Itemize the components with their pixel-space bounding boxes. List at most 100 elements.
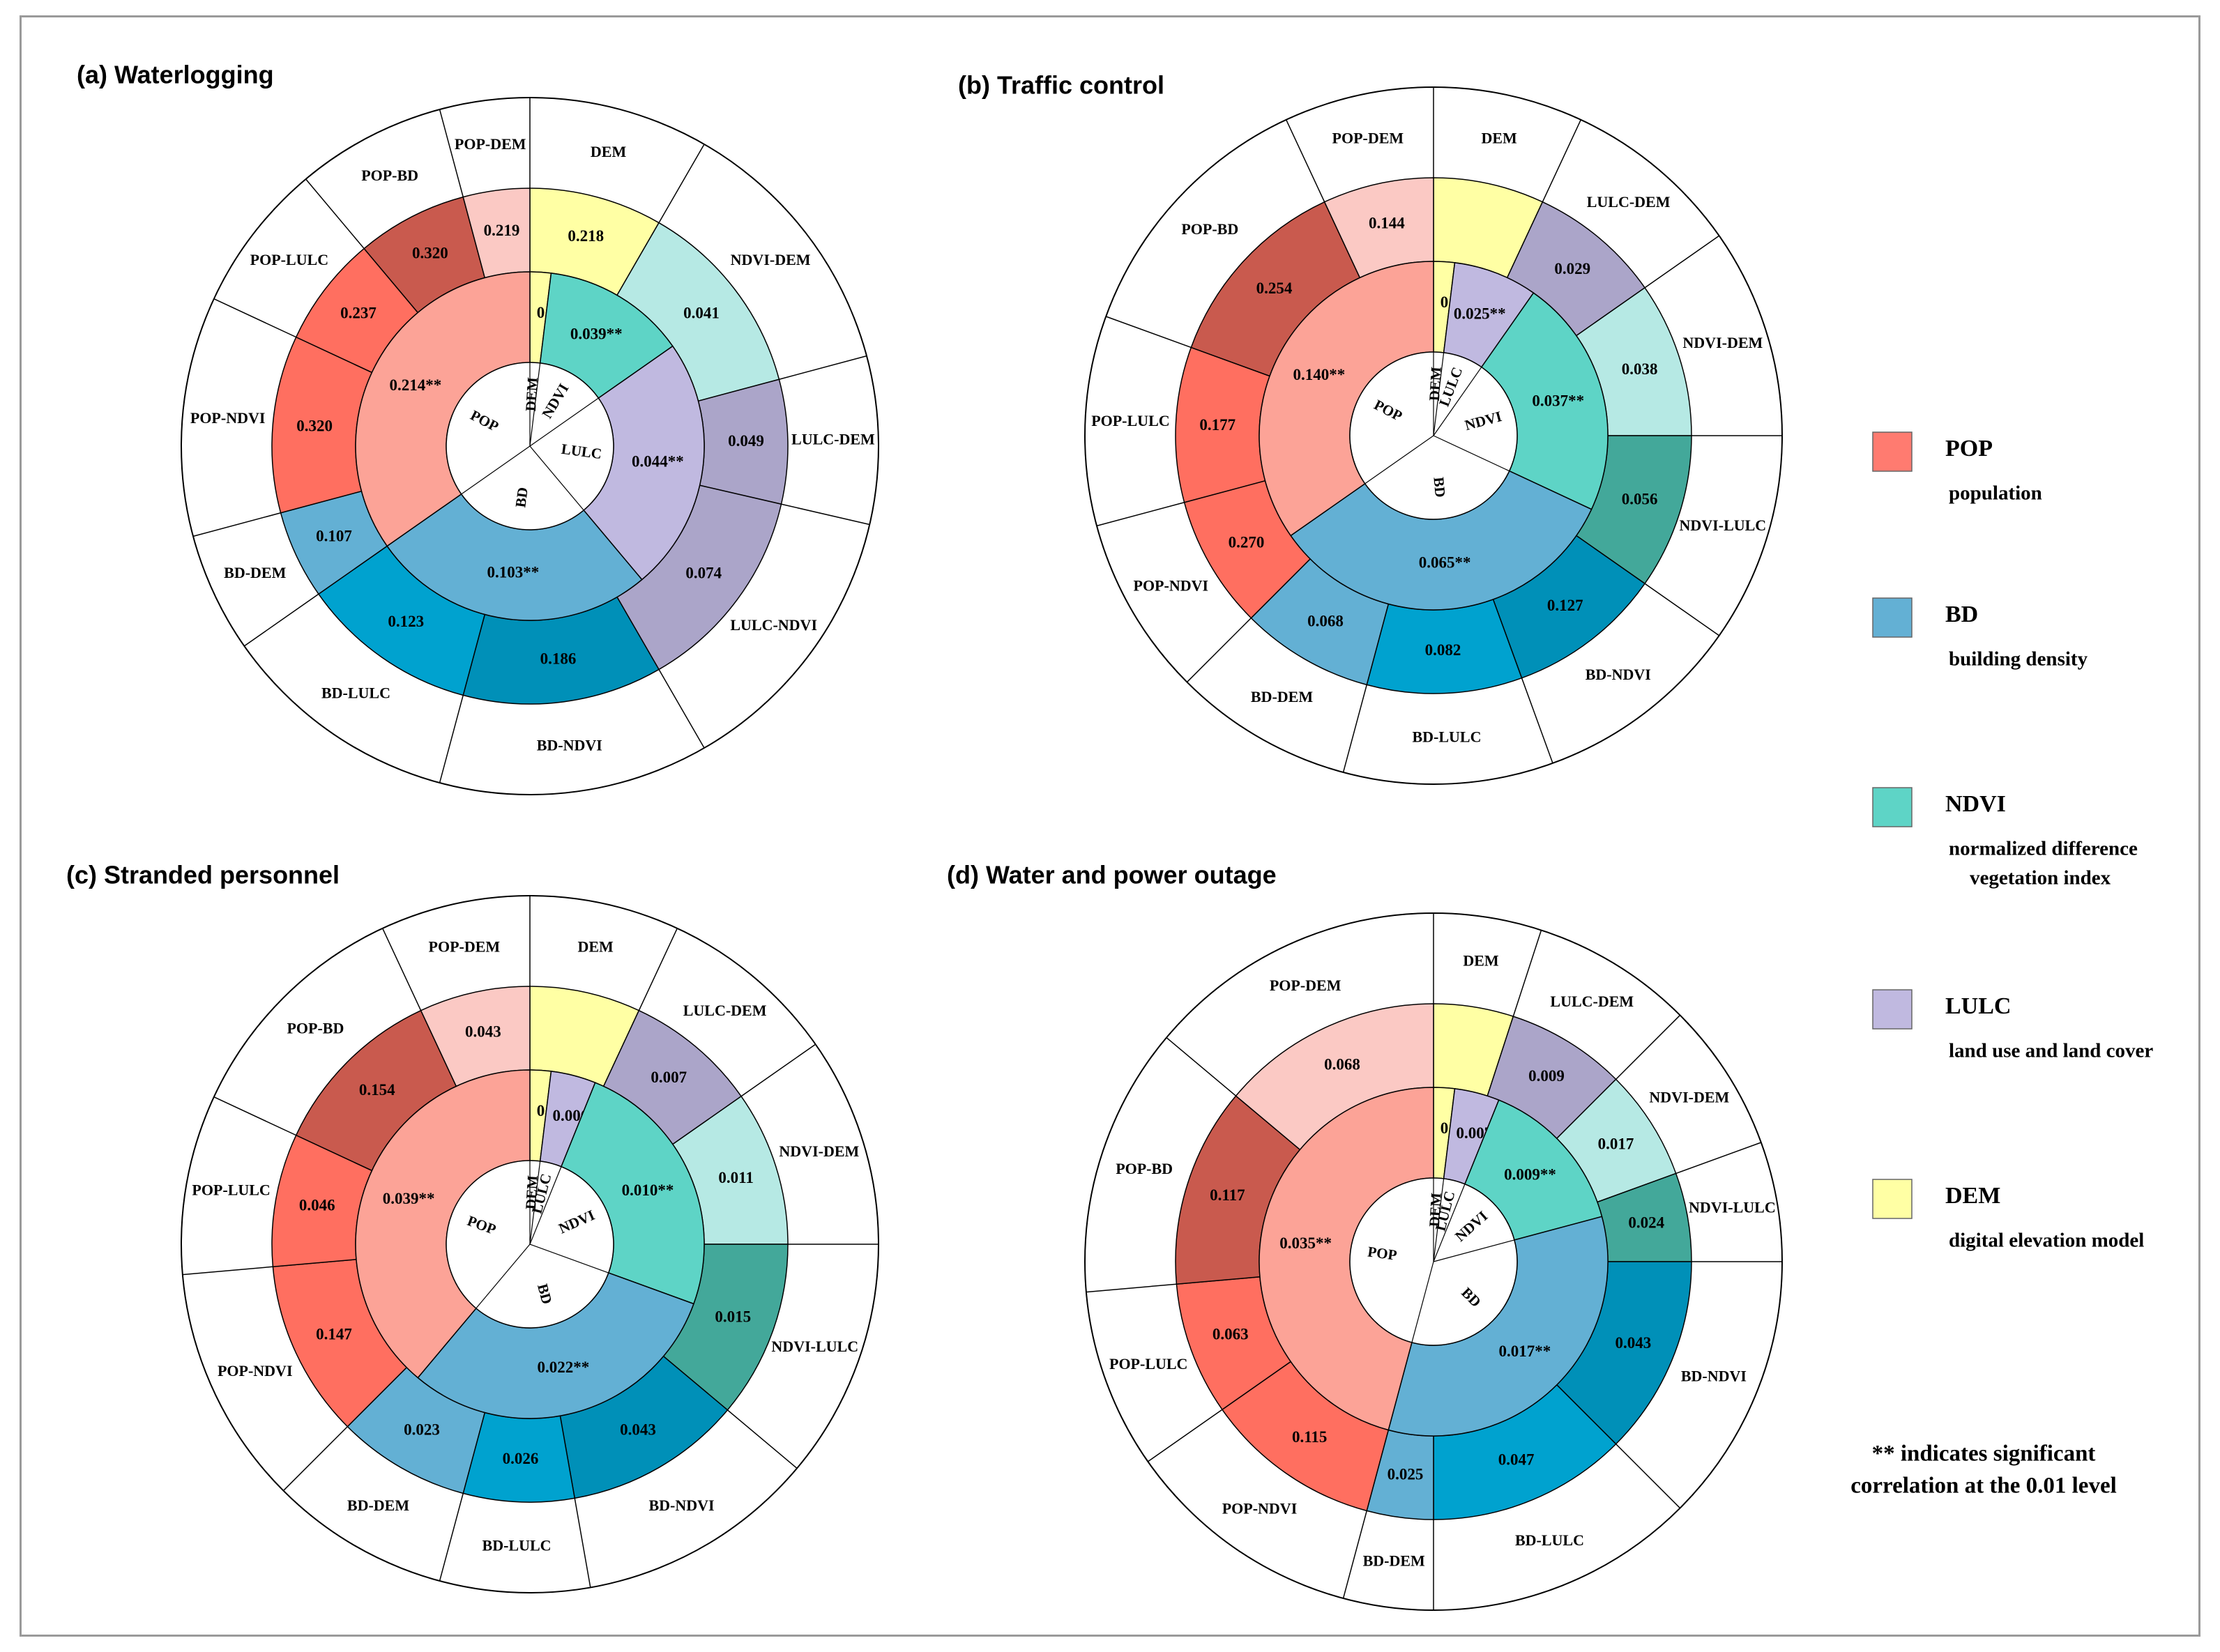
interaction-value: 0.117: [1210, 1186, 1245, 1204]
panel-title: (b) Traffic control: [958, 71, 1164, 100]
chart-panel-4: (d) Water and power outage DEM 0.009 LULC-D…: [947, 861, 1783, 1611]
core-divider: [529, 445, 584, 511]
outer-divider: [1186, 618, 1252, 683]
interaction-label: BD-LULC: [1412, 728, 1481, 746]
interaction-value: 0.068: [1307, 613, 1344, 630]
interaction-label: POP-DEM: [429, 938, 501, 955]
interaction-label: POP-LULC: [192, 1181, 270, 1199]
interaction-value: 0.009: [1528, 1067, 1565, 1085]
interaction-value: 0.320: [296, 417, 333, 434]
significance-note: correlation at the 0.01 level: [1850, 1474, 2117, 1499]
interaction-value: 0.123: [388, 613, 424, 630]
core-label-bd: BD: [512, 486, 531, 508]
interaction-label: NDVI-DEM: [1682, 334, 1763, 351]
interaction-value: 0.074: [685, 565, 722, 582]
outer-divider: [213, 1096, 296, 1136]
core-divider: [529, 1166, 562, 1245]
interaction-label: LULC-DEM: [1587, 193, 1671, 211]
outer-divider: [1675, 1142, 1762, 1175]
single-value: 0.010**: [622, 1181, 674, 1199]
interaction-label: LULC-DEM: [683, 1002, 767, 1019]
outer-divider: [1342, 1510, 1367, 1599]
legend-abbr: BD: [1945, 602, 1978, 627]
core-divider: [529, 1244, 609, 1274]
interaction-value: 0.082: [1425, 641, 1461, 659]
interaction-label: POP-NDVI: [218, 1362, 293, 1379]
core-divider: [1433, 352, 1445, 436]
single-value: 0.035**: [1279, 1234, 1332, 1252]
interaction-value: 0.154: [359, 1081, 395, 1099]
legend-full: normalized difference: [1949, 838, 2138, 860]
interaction-label: POP-NDVI: [190, 409, 266, 427]
legend-full: digital elevation model: [1949, 1230, 2144, 1252]
interaction-value: 0.147: [316, 1325, 352, 1343]
outer-divider: [727, 1409, 798, 1469]
legend-swatch-dem: [1872, 1179, 1913, 1219]
outer-divider: [1615, 1014, 1681, 1080]
outer-divider: [1615, 1444, 1681, 1509]
core-label-pop: POP: [1367, 1243, 1398, 1263]
interaction-label: NDVI-LULC: [1680, 517, 1767, 534]
core-divider: [1411, 1261, 1434, 1343]
outer-divider: [574, 1498, 591, 1588]
interaction-label: BD-LULC: [1515, 1531, 1584, 1549]
single-value: 0.103**: [487, 564, 539, 581]
interaction-label: BD-LULC: [321, 684, 390, 701]
core-divider: [476, 1244, 531, 1309]
single-value: 0.044**: [632, 452, 684, 470]
outer-divider: [439, 695, 464, 783]
chart-panel-3: (c) Stranded personnel DEM 0.007 LULC-DEM 0.…: [66, 861, 879, 1593]
outer-divider: [781, 503, 870, 526]
core-divider: [1364, 435, 1434, 484]
legend-swatch-bd: [1872, 597, 1913, 638]
interaction-label: BD-DEM: [1363, 1552, 1425, 1569]
legend-abbr: LULC: [1945, 993, 2011, 1019]
outer-divider: [1512, 930, 1542, 1017]
interaction-value: 0.043: [465, 1023, 501, 1041]
core-divider: [461, 445, 531, 495]
legend: POP population BD building density NDVI norma…: [1850, 431, 2153, 1499]
legend-swatch-lulc: [1872, 989, 1913, 1030]
outer-divider: [638, 928, 678, 1011]
chart-panel-2: (b) Traffic control DEM 0.029 LULC-DEM 0.038…: [958, 71, 1783, 785]
interaction-value: 0.029: [1554, 260, 1590, 277]
interaction-value: 0.043: [1615, 1334, 1652, 1352]
outer-divider: [1105, 316, 1192, 349]
interaction-label: BD-NDVI: [1681, 1368, 1747, 1385]
interaction-label: BD-LULC: [482, 1537, 552, 1554]
interaction-value: 0.026: [503, 1450, 539, 1467]
outer-divider: [1147, 1409, 1223, 1462]
legend-full: population: [1949, 482, 2042, 505]
interaction-value: 0.063: [1212, 1325, 1249, 1343]
interaction-label: POP-NDVI: [1222, 1499, 1298, 1517]
outer-divider: [243, 593, 319, 647]
legend-full: vegetation index: [1970, 867, 2111, 889]
interaction-value: 0.237: [340, 305, 377, 322]
interaction-value: 0.049: [728, 432, 764, 450]
interaction-label: BD-DEM: [347, 1497, 409, 1514]
core-divider: [529, 362, 541, 447]
interaction-label: NDVI-LULC: [771, 1338, 858, 1355]
interaction-value: 0.024: [1628, 1214, 1664, 1231]
single-value: 0.140**: [1293, 366, 1346, 383]
outer-divider: [1521, 678, 1553, 764]
outer-divider: [439, 1493, 464, 1582]
significance-note: ** indicates significant: [1872, 1441, 2096, 1467]
legend-full: building density: [1949, 648, 2088, 671]
interaction-value: 0.068: [1324, 1055, 1360, 1073]
interaction-value: 0.177: [1199, 416, 1236, 434]
core-divider: [1433, 435, 1510, 472]
interaction-label: POP-BD: [1181, 220, 1238, 238]
interaction-label: POP-DEM: [455, 135, 526, 153]
interaction-label: BD-NDVI: [648, 1497, 714, 1514]
core-label-bd: BD: [1430, 476, 1448, 498]
panel-title: (d) Water and power outage: [947, 861, 1277, 889]
interaction-value: 0.115: [1292, 1428, 1327, 1446]
interaction-label: NDVI-DEM: [731, 251, 811, 268]
outer-divider: [282, 1426, 348, 1492]
interaction-value: 0.107: [316, 527, 352, 544]
single-value: 0.017**: [1498, 1343, 1551, 1360]
core-divider: [1433, 1178, 1445, 1262]
interaction-value: 0.254: [1256, 280, 1293, 297]
interaction-label: DEM: [577, 938, 614, 955]
